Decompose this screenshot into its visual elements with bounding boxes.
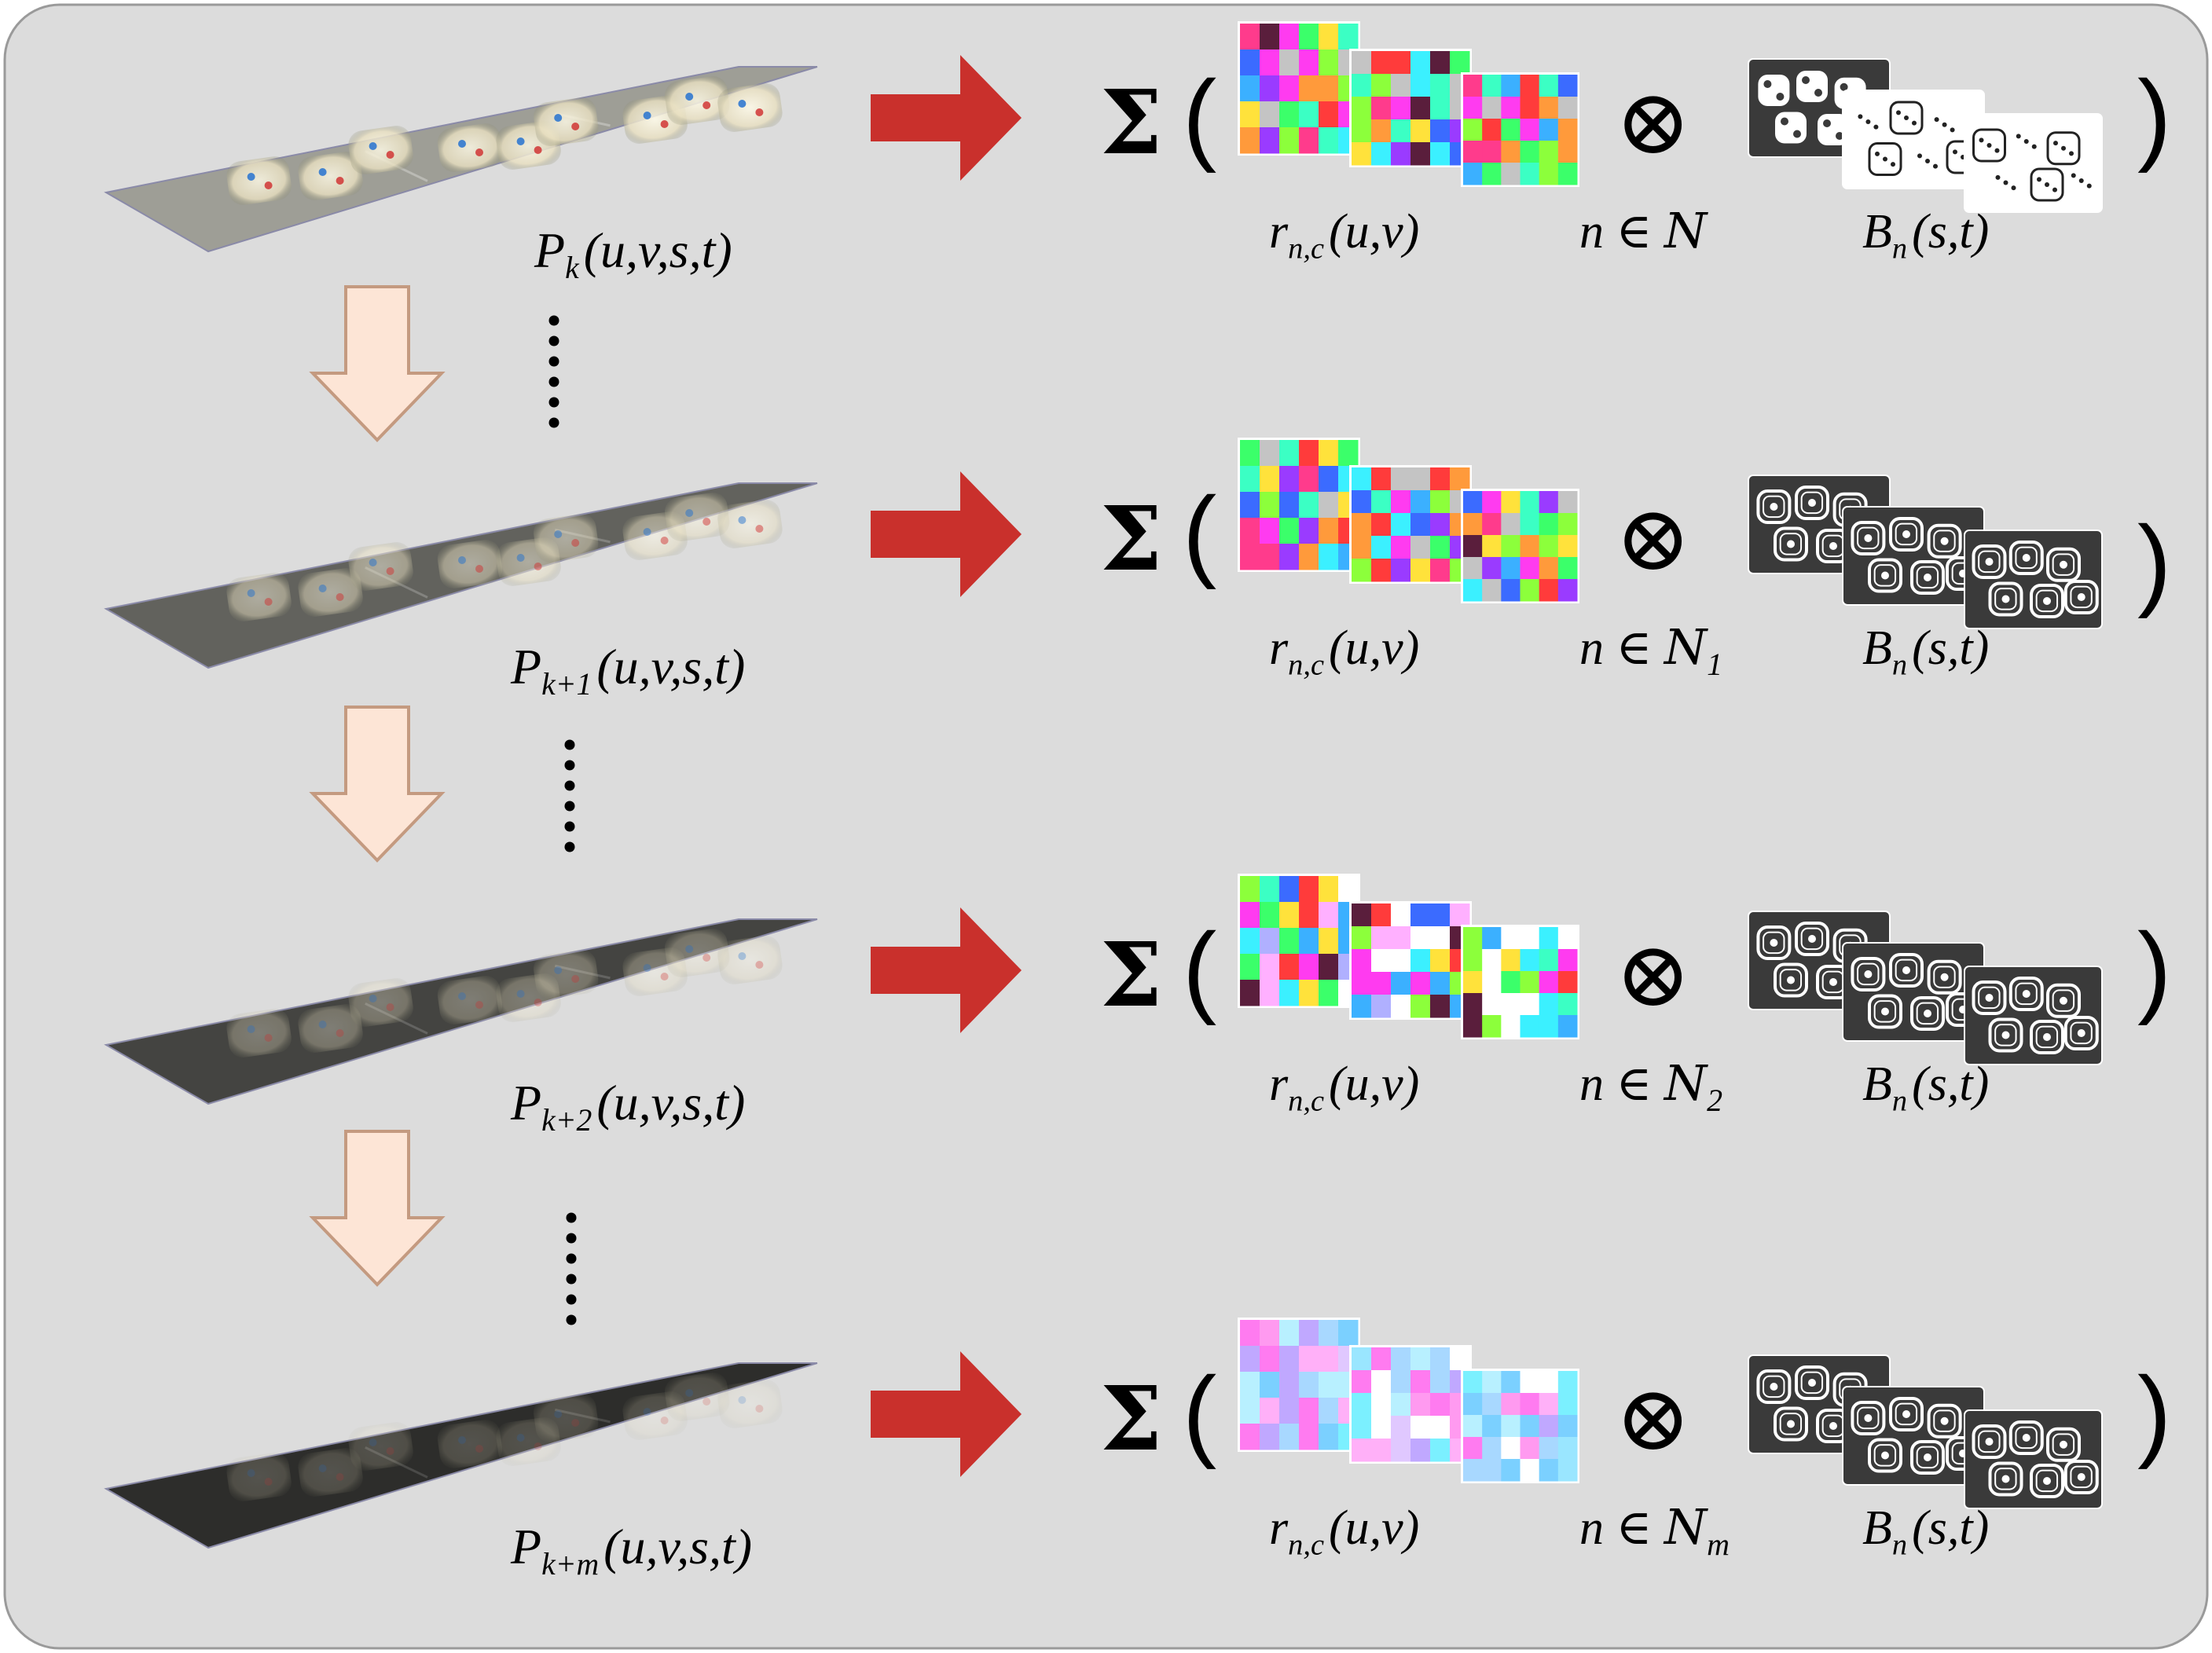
- down-arrows-layer: [309, 285, 577, 1325]
- open-paren: (: [1183, 59, 1216, 174]
- n-set-label: n ∈ N2: [1579, 1054, 1722, 1118]
- open-paren: (: [1183, 911, 1216, 1026]
- close-paren: ): [2137, 1355, 2171, 1470]
- b-label: Bn(s,t): [1862, 205, 1989, 266]
- n-set-label: n ∈ N1: [1579, 618, 1722, 682]
- sum-symbol: Σ: [1100, 71, 1162, 174]
- tensor-product-symbol: ⊗: [1615, 69, 1691, 175]
- coefficient-card-2: [1349, 49, 1472, 167]
- b-label: Bn(s,t): [1862, 1501, 1989, 1562]
- sum-symbol: Σ: [1100, 488, 1162, 591]
- lightfield-slab-k+m: [104, 1362, 818, 1549]
- n-set-label: n ∈ Nm: [1579, 1498, 1730, 1562]
- basis-card-3: [1964, 1409, 2103, 1509]
- p-label: Pk(u,v,s,t): [534, 222, 732, 285]
- coefficient-card-1: [1238, 21, 1360, 156]
- ellipsis-2: [564, 739, 575, 852]
- coefficient-card-1: [1238, 874, 1360, 1008]
- row-k: Σ( ⊗) Pk(u,v,s,t) rn,c(u,v) n ∈ N Bn(s,t): [104, 21, 2171, 285]
- sum-symbol: Σ: [1100, 924, 1162, 1027]
- lightfield-slab-k+2: [104, 918, 818, 1105]
- p-label: Pk+2(u,v,s,t): [510, 1075, 745, 1138]
- ellipsis-1: [548, 315, 559, 428]
- close-paren: ): [2137, 59, 2171, 174]
- down-arrow-1: [309, 285, 446, 442]
- coefficient-card-2: [1349, 465, 1472, 584]
- red-arrow-k+1: [871, 471, 1022, 597]
- basis-card-3: [1964, 530, 2103, 629]
- close-paren: ): [2137, 911, 2171, 1026]
- tensor-product-symbol: ⊗: [1615, 486, 1691, 592]
- coefficient-card-3: [1461, 489, 1579, 603]
- row-k+2: Σ( ⊗) Pk+2(u,v,s,t) rn,c(u,v) n ∈ N2 Bn(s,t): [104, 874, 2171, 1138]
- open-paren: (: [1183, 1355, 1216, 1470]
- row-k+m: Σ( ⊗) Pk+m(u,v,s,t) rn,c(u,v) n ∈ Nm Bn(s,t): [104, 1318, 2171, 1582]
- row-k+1: Σ( ⊗) Pk+1(u,v,s,t) rn,c(u,v) n ∈ N1 Bn(s,t): [104, 438, 2171, 702]
- tensor-product-symbol: ⊗: [1615, 1365, 1691, 1472]
- basis-card-3: [1964, 966, 2103, 1065]
- red-arrow-k+2: [871, 907, 1022, 1033]
- b-label: Bn(s,t): [1862, 1057, 1989, 1118]
- basis-card-2: [1842, 506, 1985, 606]
- background-panel: [3, 3, 2209, 1650]
- r-label: rn,c(u,v): [1269, 621, 1419, 682]
- coefficient-card-3: [1461, 1369, 1579, 1483]
- rows-layer: Σ(⊗)Pk(u,v,s,t) rn,c(u,v) n ∈ N Bn(s,t)Σ(⊗)…: [104, 21, 2171, 1582]
- down-arrow-3: [309, 1130, 446, 1287]
- b-label: Bn(s,t): [1862, 621, 1989, 682]
- basis-card-2: [1842, 90, 1985, 189]
- red-arrow-k+m: [871, 1351, 1022, 1477]
- r-label: rn,c(u,v): [1269, 1501, 1419, 1562]
- coefficient-card-2: [1349, 1345, 1472, 1464]
- r-label: rn,c(u,v): [1269, 205, 1419, 266]
- lightfield-slab-k: [104, 66, 818, 253]
- lightfield-slab-k+1: [104, 482, 818, 669]
- coefficient-card-1: [1238, 1318, 1360, 1452]
- basis-card-2: [1842, 942, 1985, 1042]
- close-paren: ): [2137, 504, 2171, 619]
- p-label: Pk+m(u,v,s,t): [510, 1519, 752, 1582]
- coefficient-card-1: [1238, 438, 1360, 572]
- ellipsis-3: [566, 1212, 577, 1325]
- coefficient-card-3: [1461, 925, 1579, 1039]
- p-label: Pk+1(u,v,s,t): [510, 639, 745, 702]
- sum-symbol: Σ: [1100, 1368, 1162, 1471]
- red-arrow-k: [871, 55, 1022, 181]
- r-label: rn,c(u,v): [1269, 1057, 1419, 1118]
- coefficient-card-2: [1349, 901, 1472, 1020]
- tensor-product-symbol: ⊗: [1615, 922, 1691, 1028]
- open-paren: (: [1183, 475, 1216, 590]
- n-set-label: n ∈ N: [1579, 202, 1709, 259]
- basis-card-3: [1964, 113, 2103, 213]
- basis-card-2: [1842, 1386, 1985, 1486]
- coefficient-card-3: [1461, 72, 1579, 187]
- down-arrow-2: [309, 706, 446, 863]
